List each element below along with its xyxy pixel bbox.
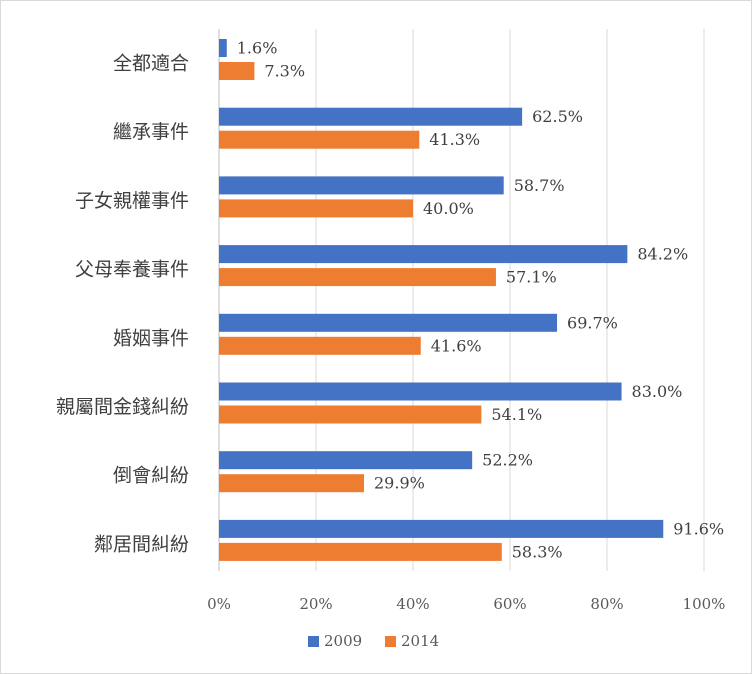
x-tick-label: 20% <box>299 595 332 613</box>
category-label: 倒會糾紛 <box>113 465 189 487</box>
bar-2009 <box>219 451 473 470</box>
category-label: 鄰居間糾紛 <box>94 533 189 555</box>
data-label: 69.7% <box>567 313 618 332</box>
category-label: 繼承事件 <box>113 121 189 143</box>
legend-label: 2014 <box>401 632 439 650</box>
bar-2014 <box>219 542 502 561</box>
category-label: 子女親權事件 <box>75 190 189 212</box>
bar-2014 <box>219 405 482 424</box>
tick-labels: 0% 20% 40% 60% 80% 100% <box>207 595 725 613</box>
data-label: 58.3% <box>512 542 563 561</box>
category-label: 全都適合 <box>113 53 189 75</box>
bar-2014 <box>219 336 421 355</box>
category-label: 婚姻事件 <box>113 327 189 349</box>
data-labels: 1.6% 7.3% 62.5% 41.3% 58.7% 40.0% 84.2% 57.1% 69… <box>237 39 724 562</box>
bar-2009 <box>219 382 622 401</box>
legend-swatch <box>385 636 396 647</box>
x-tick-label: 80% <box>590 595 623 613</box>
category-label: 父母奉養事件 <box>75 259 189 281</box>
data-label: 1.6% <box>237 39 278 58</box>
x-tick-label: 40% <box>396 595 429 613</box>
bar-2009 <box>219 519 664 538</box>
bar-2014 <box>219 199 413 218</box>
data-label: 83.0% <box>632 382 683 401</box>
bar-2009 <box>219 107 523 126</box>
bar-2009 <box>219 245 628 264</box>
data-label: 29.9% <box>374 474 425 493</box>
bar-2014 <box>219 474 365 493</box>
data-label: 84.2% <box>637 245 688 264</box>
data-label: 54.1% <box>491 405 542 424</box>
bar-2014 <box>219 130 420 149</box>
data-label: 41.3% <box>429 130 480 149</box>
data-label: 57.1% <box>506 268 557 287</box>
legend-label: 2009 <box>324 632 362 650</box>
bar-2009 <box>219 39 227 57</box>
bar-2014 <box>219 268 496 287</box>
category-label: 親屬間金錢糾紛 <box>56 396 189 418</box>
data-label: 7.3% <box>264 62 305 81</box>
data-label: 58.7% <box>514 176 565 195</box>
bar-2014 <box>219 62 255 80</box>
data-label: 91.6% <box>673 519 724 538</box>
bars <box>219 39 664 561</box>
x-tick-label: 100% <box>683 595 726 613</box>
bar-2009 <box>219 176 504 195</box>
data-label: 52.2% <box>482 451 533 470</box>
x-tick-label: 0% <box>207 595 231 613</box>
data-label: 40.0% <box>423 199 474 218</box>
legend: 2009 2014 <box>308 632 439 650</box>
bar-2009 <box>219 313 558 332</box>
data-label: 41.6% <box>431 336 482 355</box>
x-tick-label: 60% <box>493 595 526 613</box>
legend-swatch <box>308 636 319 647</box>
data-label: 62.5% <box>532 107 583 126</box>
